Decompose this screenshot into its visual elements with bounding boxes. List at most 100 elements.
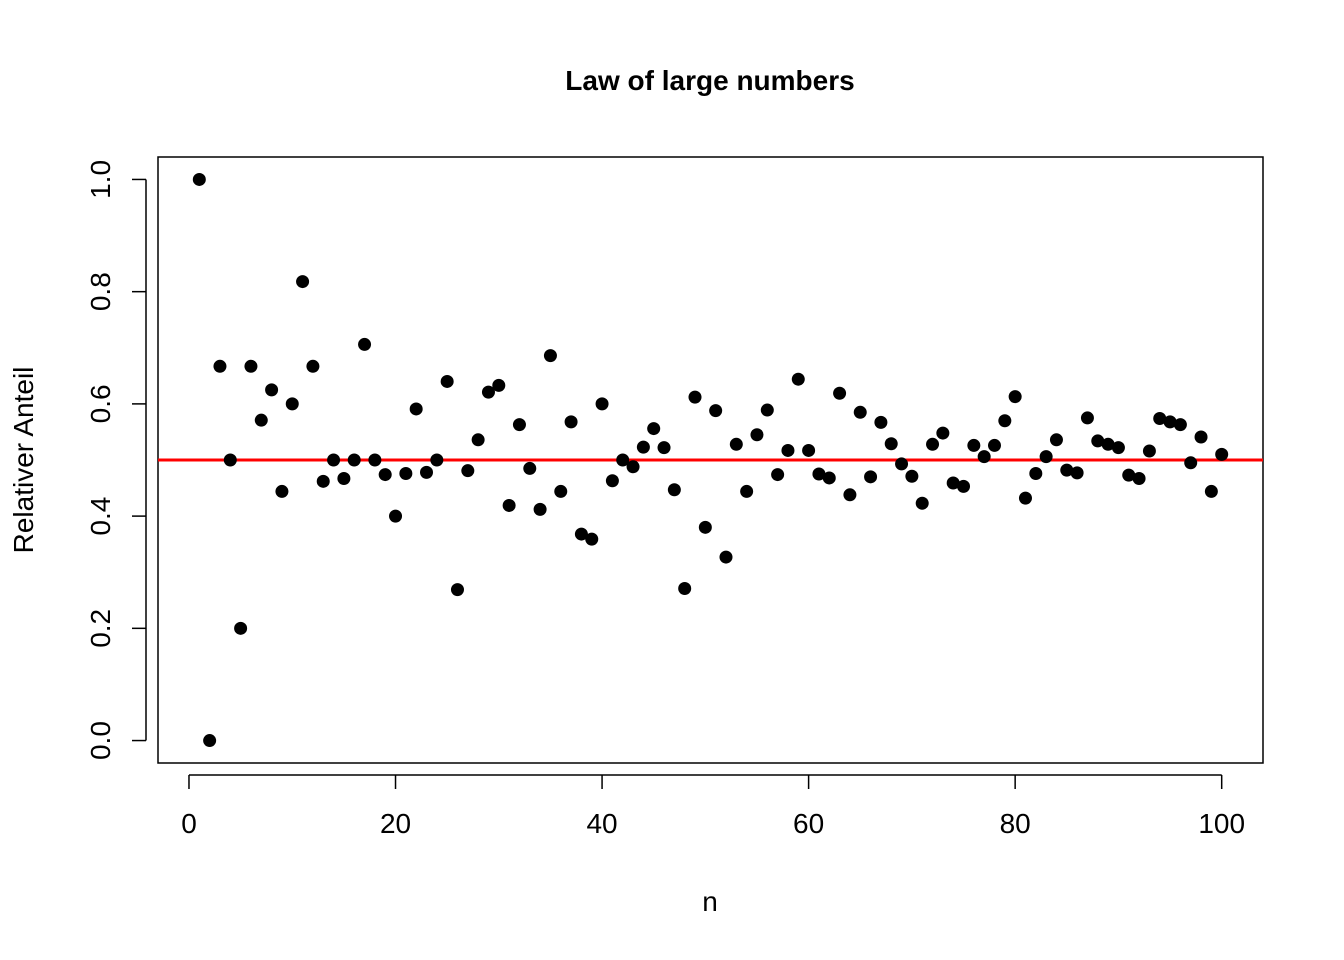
data-point	[564, 415, 578, 429]
data-point	[1142, 444, 1156, 458]
x-tick-label: 20	[380, 808, 411, 839]
x-tick-label: 40	[586, 808, 617, 839]
data-point	[729, 437, 743, 451]
y-tick-label: 1.0	[85, 160, 116, 199]
data-point	[440, 374, 454, 388]
data-point	[719, 550, 733, 564]
y-tick-label: 0.8	[85, 272, 116, 311]
data-point	[616, 453, 630, 467]
data-point	[936, 426, 950, 440]
data-point	[481, 385, 495, 399]
data-point	[678, 581, 692, 595]
data-point	[874, 415, 888, 429]
y-axis: 0.0 0.2 0.4 0.6 0.8 1.0	[85, 160, 147, 760]
data-point	[1008, 390, 1022, 404]
data-point	[1049, 433, 1063, 447]
data-point	[905, 469, 919, 483]
data-point	[223, 453, 237, 467]
data-point	[533, 502, 547, 516]
data-point	[1018, 491, 1032, 505]
chart-title: Law of large numbers	[565, 65, 854, 96]
data-point	[605, 474, 619, 488]
data-point	[802, 443, 816, 457]
data-point	[1122, 468, 1136, 482]
data-point	[957, 479, 971, 493]
x-axis-label: n	[702, 886, 718, 917]
data-point	[1101, 437, 1115, 451]
data-point	[316, 474, 330, 488]
data-point	[1132, 472, 1146, 486]
data-point	[1070, 466, 1084, 480]
data-point	[822, 471, 836, 485]
data-point	[1060, 463, 1074, 477]
data-point	[750, 428, 764, 442]
y-tick-label: 0.4	[85, 497, 116, 536]
data-point	[895, 457, 909, 471]
data-point	[1080, 411, 1094, 425]
data-point	[987, 438, 1001, 452]
data-point	[585, 532, 599, 546]
data-point	[368, 453, 382, 467]
data-point	[626, 460, 640, 474]
data-point	[1153, 411, 1167, 425]
data-point	[1204, 484, 1218, 498]
y-tick-label: 0.0	[85, 721, 116, 760]
data-point	[998, 414, 1012, 428]
data-point	[523, 461, 537, 475]
data-point	[306, 359, 320, 373]
data-point	[1173, 418, 1187, 432]
x-tick-label: 100	[1198, 808, 1245, 839]
data-point	[771, 468, 785, 482]
data-point	[420, 465, 434, 479]
data-point	[915, 496, 929, 510]
data-point	[740, 484, 754, 498]
data-point	[450, 583, 464, 597]
data-point	[636, 440, 650, 454]
data-point	[1194, 430, 1208, 444]
data-point	[667, 483, 681, 497]
data-point	[254, 413, 268, 427]
data-point	[760, 403, 774, 417]
data-point	[234, 621, 248, 635]
data-point	[657, 441, 671, 455]
data-point	[244, 359, 258, 373]
data-point	[296, 275, 310, 289]
data-point	[203, 734, 217, 748]
data-point	[512, 418, 526, 432]
data-point	[337, 472, 351, 486]
data-point	[864, 470, 878, 484]
y-axis-label: Relativer Anteil	[8, 367, 39, 554]
x-tick-label: 0	[181, 808, 197, 839]
data-point	[833, 386, 847, 400]
x-tick-label: 60	[793, 808, 824, 839]
data-point	[543, 349, 557, 363]
data-point	[926, 437, 940, 451]
data-point	[358, 337, 372, 351]
data-point	[347, 453, 361, 467]
data-point	[1039, 450, 1053, 464]
y-tick-label: 0.2	[85, 609, 116, 648]
data-point	[389, 509, 403, 523]
data-point	[647, 422, 661, 436]
data-point	[574, 527, 588, 541]
data-point	[327, 453, 341, 467]
data-point	[265, 383, 279, 397]
data-point	[399, 466, 413, 480]
data-point	[1163, 415, 1177, 429]
x-axis: 0 20 40 60 80 100	[181, 774, 1245, 839]
data-point	[492, 378, 506, 392]
data-point	[1111, 441, 1125, 455]
data-point	[853, 405, 867, 419]
data-point	[471, 433, 485, 447]
data-point	[812, 467, 826, 481]
data-point	[791, 372, 805, 386]
data-point	[213, 359, 227, 373]
data-point	[977, 450, 991, 464]
data-point	[1215, 447, 1229, 461]
y-tick-label: 0.6	[85, 384, 116, 423]
data-point	[285, 397, 299, 411]
data-point	[709, 404, 723, 418]
x-tick-label: 80	[1000, 808, 1031, 839]
data-point	[1029, 466, 1043, 480]
